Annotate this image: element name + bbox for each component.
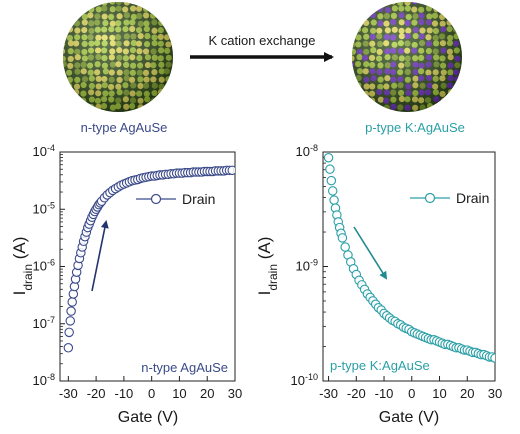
y-label-unit: (A) <box>255 237 274 264</box>
x-tick-label: -10 <box>375 386 394 401</box>
sweep-direction-arrow <box>353 226 388 280</box>
y-label-main: I <box>255 291 274 296</box>
x-axis-label: Gate (V) <box>379 409 439 426</box>
x-tick-label: 0 <box>408 386 415 401</box>
x-tick-label: 30 <box>228 386 242 401</box>
cation-exchange-label: K cation exchange <box>209 33 316 48</box>
legend-marker <box>150 193 162 205</box>
y-tick-label: 10-5 <box>33 200 55 216</box>
legend-marker <box>424 192 436 204</box>
y-label-unit: (A) <box>10 237 29 264</box>
y-label-sub: drain <box>266 264 280 291</box>
y-label-sub: drain <box>21 264 35 291</box>
data-point <box>327 186 338 196</box>
legend: Drain <box>410 190 489 206</box>
x-tick-label: -30 <box>59 386 78 401</box>
x-tick-label: -20 <box>87 386 106 401</box>
y-axis-label: Idrain (A) <box>255 237 280 296</box>
data-point <box>67 297 77 307</box>
x-axis-label: Gate (V) <box>118 409 178 426</box>
y-label-main: I <box>10 291 29 296</box>
n-type-caption: n-type AgAuSe <box>81 120 168 135</box>
y-tick-label: 10-6 <box>33 258 55 274</box>
legend-label: Drain <box>182 191 215 207</box>
y-tick-label: 10-8 <box>296 143 318 159</box>
data-point <box>329 195 339 205</box>
data-point <box>326 175 337 186</box>
data-point <box>490 353 495 363</box>
legend: Drain <box>136 191 215 207</box>
atom <box>376 104 383 111</box>
chart-annotation: p-type K:AgAuSe <box>330 358 430 373</box>
x-tick-label: -20 <box>347 386 366 401</box>
x-tick-label: 10 <box>172 386 186 401</box>
sweep-direction-arrow <box>91 220 109 292</box>
x-tick-label: 0 <box>148 386 155 401</box>
x-tick-label: 20 <box>200 386 214 401</box>
data-point <box>325 164 335 174</box>
y-tick-label: 10-7 <box>33 315 55 331</box>
data-point <box>63 343 74 353</box>
x-tick-label: -30 <box>319 386 338 401</box>
y-tick-label: 10-9 <box>296 258 318 274</box>
n-type-nanocrystal-illustration <box>63 2 173 112</box>
data-point <box>66 306 76 316</box>
p-type-transfer-chart: -30 -20 -10 0 10 20 30 10-10 10-9 10-8 Drain p-ty… <box>255 143 502 426</box>
n-type-transfer-chart: -30 -20 -10 0 10 20 30 10-8 10-7 10-6 10-5 10-4 Dra… <box>10 143 242 426</box>
data-point <box>337 233 348 243</box>
data-point <box>65 316 76 326</box>
data-point <box>64 327 74 338</box>
y-axis-label: Idrain (A) <box>10 237 35 296</box>
data-point <box>340 242 350 252</box>
legend-label: Drain <box>456 190 489 206</box>
p-type-nanocrystal-illustration <box>352 2 462 112</box>
data-point <box>227 165 235 176</box>
y-tick-label: 10-4 <box>33 143 55 159</box>
y-tick-label: 10-8 <box>33 372 55 388</box>
x-tick-label: -10 <box>114 386 133 401</box>
y-tick-label: 10-10 <box>291 372 318 388</box>
plot-frame <box>59 151 236 382</box>
x-tick-label: 30 <box>488 386 502 401</box>
x-tick-label: 10 <box>432 386 446 401</box>
p-type-caption: p-type K:AgAuSe <box>365 120 465 135</box>
x-tick-label: 20 <box>460 386 474 401</box>
chart-annotation: n-type AgAuSe <box>141 360 228 375</box>
data-point <box>323 152 334 163</box>
